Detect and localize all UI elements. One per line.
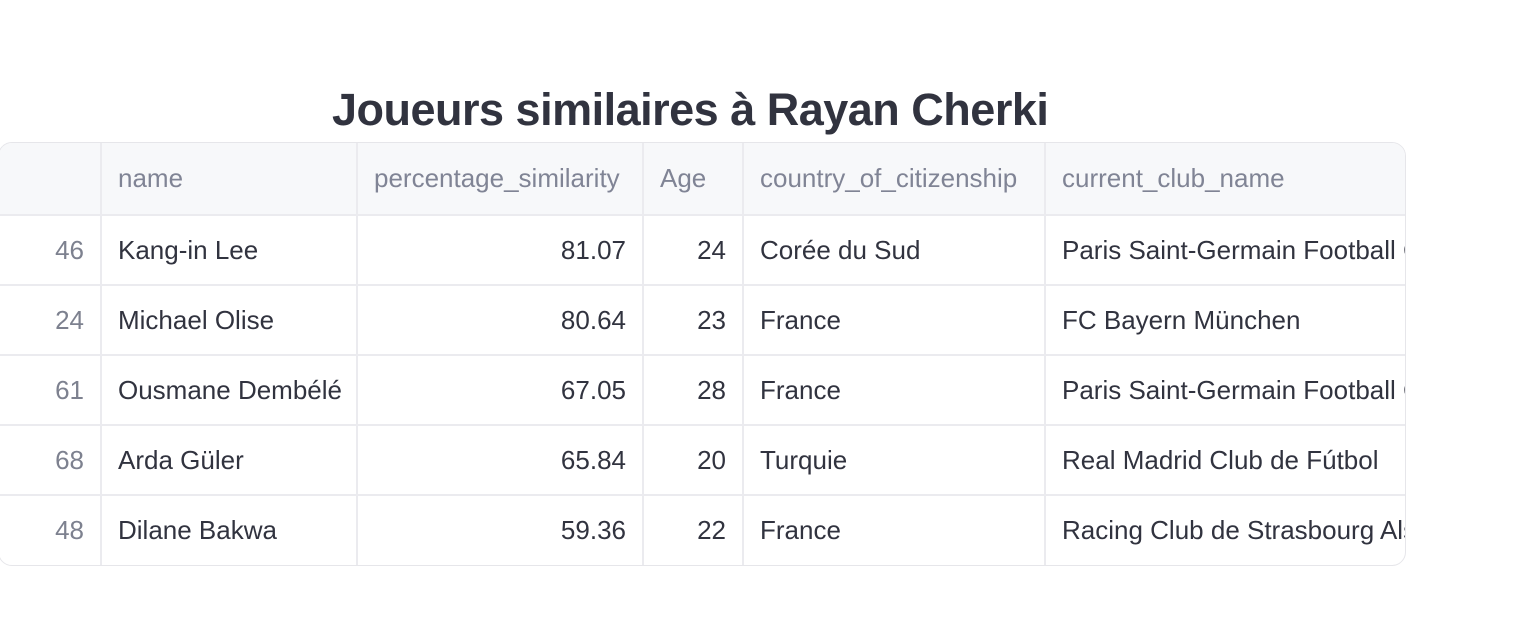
cell-country[interactable]: Turquie (743, 425, 1046, 496)
cell-percentage-similarity[interactable]: 80.64 (357, 285, 644, 356)
cell-age[interactable]: 28 (643, 355, 744, 426)
cell-name[interactable]: Kang-in Lee (101, 215, 358, 286)
cell-name[interactable]: Ousmane Dembélé (101, 355, 358, 426)
table-row: 61 Ousmane Dembélé 67.05 28 France Paris… (0, 355, 1405, 426)
cell-country[interactable]: France (743, 355, 1046, 426)
cell-current-club[interactable]: Paris Saint-Germain Football Club (1045, 215, 1405, 286)
cell-percentage-similarity[interactable]: 67.05 (357, 355, 644, 426)
table-row: 24 Michael Olise 80.64 23 France FC Baye… (0, 285, 1405, 356)
cell-country[interactable]: France (743, 285, 1046, 356)
table-row: 68 Arda Güler 65.84 20 Turquie Real Madr… (0, 425, 1405, 496)
cell-age[interactable]: 23 (643, 285, 744, 356)
column-header-current-club[interactable]: current_club_name (1045, 143, 1405, 216)
page-title: Joueurs similaires à Rayan Cherki (332, 84, 1049, 136)
table-row: 48 Dilane Bakwa 59.36 22 France Racing C… (0, 495, 1405, 565)
table-header-row: name percentage_similarity Age country_o… (0, 143, 1405, 216)
cell-current-club[interactable]: FC Bayern München (1045, 285, 1405, 356)
cell-age[interactable]: 24 (643, 215, 744, 286)
cell-current-club[interactable]: Racing Club de Strasbourg Alsace (1045, 495, 1405, 565)
row-index[interactable]: 68 (0, 425, 102, 496)
cell-percentage-similarity[interactable]: 65.84 (357, 425, 644, 496)
cell-age[interactable]: 22 (643, 495, 744, 565)
cell-name[interactable]: Michael Olise (101, 285, 358, 356)
row-index[interactable]: 61 (0, 355, 102, 426)
row-index[interactable]: 48 (0, 495, 102, 565)
column-header-name[interactable]: name (101, 143, 358, 216)
cell-name[interactable]: Dilane Bakwa (101, 495, 358, 565)
cell-current-club[interactable]: Real Madrid Club de Fútbol (1045, 425, 1405, 496)
row-index[interactable]: 46 (0, 215, 102, 286)
cell-country[interactable]: France (743, 495, 1046, 565)
cell-name[interactable]: Arda Güler (101, 425, 358, 496)
table-row: 46 Kang-in Lee 81.07 24 Corée du Sud Par… (0, 215, 1405, 286)
column-header-percentage-similarity[interactable]: percentage_similarity (357, 143, 644, 216)
data-table[interactable]: name percentage_similarity Age country_o… (0, 142, 1406, 566)
cell-current-club[interactable]: Paris Saint-Germain Football Club (1045, 355, 1405, 426)
cell-country[interactable]: Corée du Sud (743, 215, 1046, 286)
row-index[interactable]: 24 (0, 285, 102, 356)
cell-percentage-similarity[interactable]: 59.36 (357, 495, 644, 565)
cell-percentage-similarity[interactable]: 81.07 (357, 215, 644, 286)
similar-players-table: name percentage_similarity Age country_o… (0, 143, 1405, 565)
column-header-index[interactable] (0, 143, 102, 216)
column-header-country[interactable]: country_of_citizenship (743, 143, 1046, 216)
cell-age[interactable]: 20 (643, 425, 744, 496)
column-header-age[interactable]: Age (643, 143, 744, 216)
